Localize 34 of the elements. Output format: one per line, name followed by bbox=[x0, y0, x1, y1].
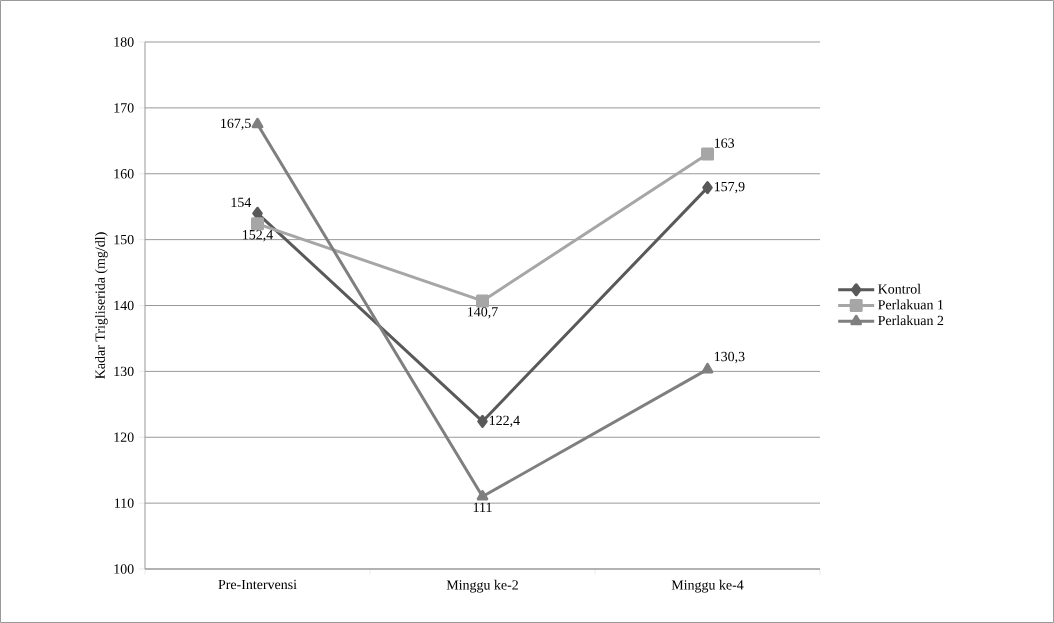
point bbox=[702, 181, 713, 195]
point bbox=[477, 414, 488, 428]
point bbox=[701, 147, 714, 161]
y-tick-label: 150 bbox=[114, 234, 134, 245]
data-label: 111 bbox=[473, 502, 492, 512]
x-tick-label: Pre-Intervensi bbox=[218, 579, 297, 590]
y-axis-title: Kadar Trigliserida (mg/dl) bbox=[95, 232, 108, 379]
y-tick-label: 180 bbox=[114, 37, 134, 47]
x-tick-label: Minggu ke-2 bbox=[446, 579, 518, 593]
point bbox=[476, 490, 489, 501]
y-tick-label: 130 bbox=[114, 366, 134, 377]
x-tick-label: Minggu ke-4 bbox=[671, 579, 744, 593]
y-tick-label: 120 bbox=[114, 432, 134, 442]
legend-label: Perlakuan 2 bbox=[878, 315, 944, 326]
y-tick-label: 100 bbox=[114, 564, 134, 574]
y-tick-label: 140 bbox=[114, 300, 134, 311]
y-tick-label: 160 bbox=[114, 169, 134, 179]
data-label: 154 bbox=[231, 197, 252, 208]
data-label: 130,3 bbox=[714, 351, 745, 364]
data-label: 152,4 bbox=[243, 230, 273, 242]
point bbox=[251, 217, 264, 231]
point bbox=[701, 362, 714, 374]
y-tick-label: 110 bbox=[114, 498, 134, 508]
data-label: 163 bbox=[714, 138, 735, 148]
data-label: 140,7 bbox=[468, 307, 498, 319]
data-label: 157,9 bbox=[714, 181, 745, 194]
point bbox=[252, 206, 263, 220]
legend-label: Kontrol bbox=[878, 283, 921, 294]
data-label: 167,5 bbox=[221, 118, 251, 131]
point bbox=[476, 294, 489, 308]
data-label: 122,4 bbox=[489, 415, 520, 428]
y-tick-label: 170 bbox=[114, 103, 134, 113]
point bbox=[251, 117, 264, 129]
legend-label: Perlakuan 1 bbox=[878, 299, 944, 310]
